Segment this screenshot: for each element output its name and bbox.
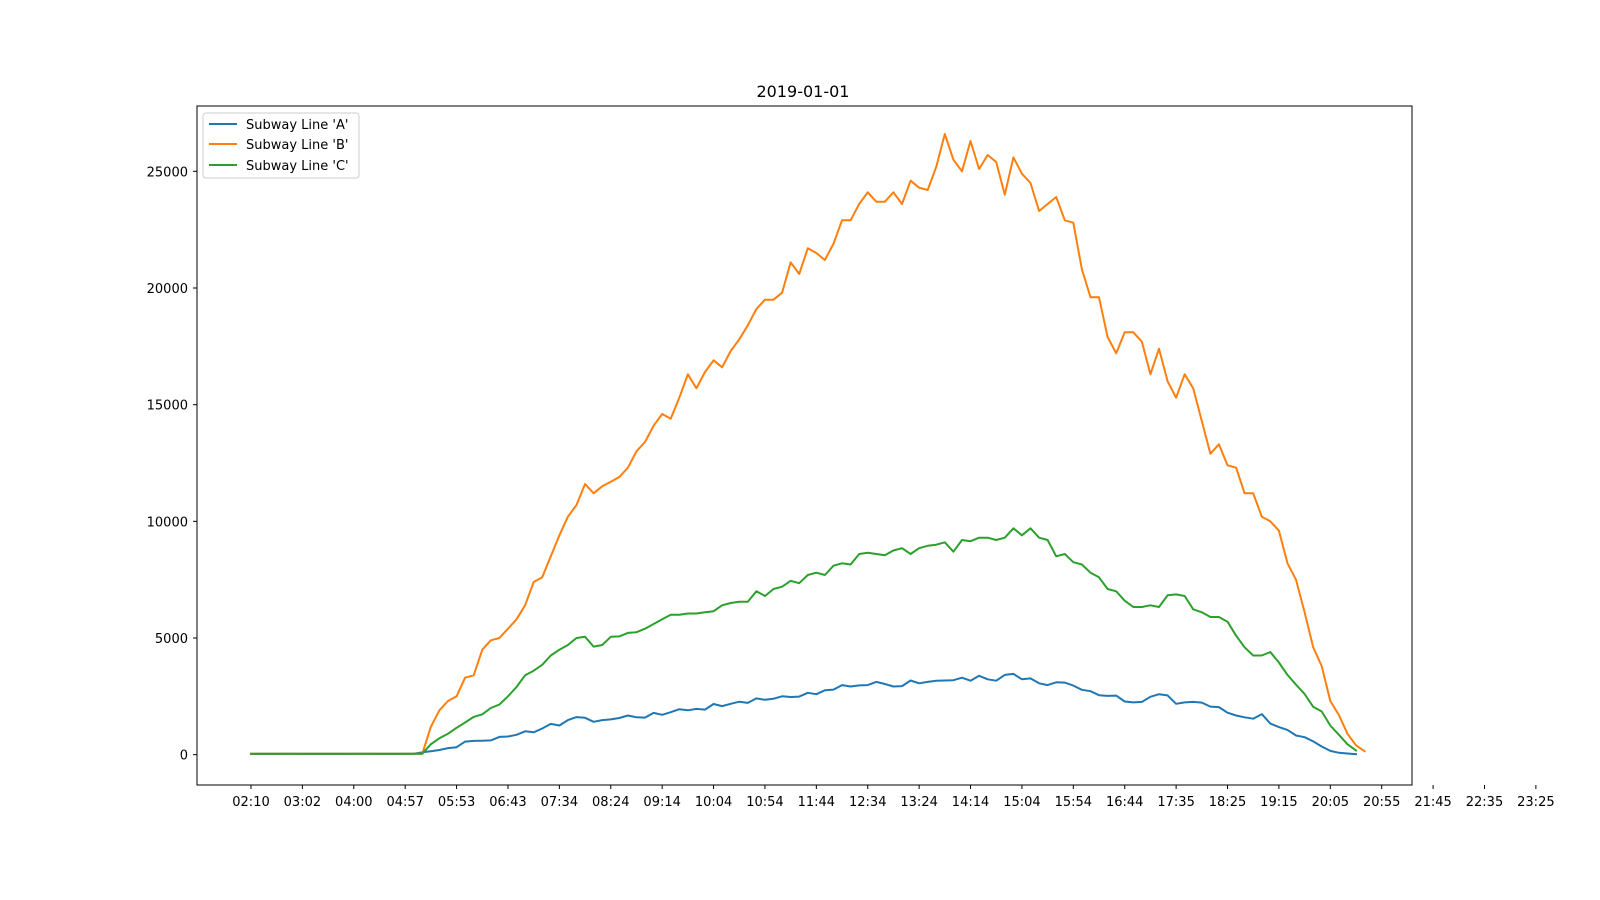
x-tick-label: 15:54 [1055, 795, 1092, 810]
x-tick-label: 10:04 [695, 795, 732, 810]
x-tick-label: 08:24 [592, 795, 629, 810]
x-tick-label: 04:00 [335, 795, 372, 810]
x-tick-label: 19:15 [1260, 795, 1297, 810]
x-tick-label: 05:53 [438, 795, 475, 810]
x-tick-label: 18:25 [1209, 795, 1246, 810]
x-tick-label: 03:02 [284, 795, 321, 810]
x-tick-label: 22:35 [1466, 795, 1503, 810]
x-tick-label: 15:04 [1003, 795, 1040, 810]
legend-label-line-a: Subway Line 'A' [246, 118, 348, 133]
legend-label-line-c: Subway Line 'C' [246, 159, 349, 174]
x-tick-label: 23:25 [1517, 795, 1554, 810]
plot-frame [196, 105, 1413, 786]
legend: Subway Line 'A' Subway Line 'B' Subway L… [202, 112, 360, 179]
x-tick-label: 14:14 [952, 795, 989, 810]
x-tick-label: 02:10 [232, 795, 269, 810]
legend-label-line-b: Subway Line 'B' [246, 138, 348, 153]
x-tick-label: 13:24 [900, 795, 937, 810]
chart-title: 2019-01-01 [757, 82, 850, 101]
x-tick-label: 04:57 [386, 795, 423, 810]
x-axis: 02:10 03:02 04:00 04:57 05:53 06:43 07:34 08:24… [232, 785, 1555, 810]
y-tick-label: 15000 [147, 399, 188, 414]
x-tick-label: 10:54 [746, 795, 783, 810]
series-line-c [250, 527, 1358, 755]
y-axis: 0 5000 10000 15000 20000 25000 [147, 165, 197, 764]
series-lines [250, 133, 1366, 756]
series-line-b [250, 133, 1366, 755]
y-tick-label: 5000 [155, 632, 188, 647]
x-tick-label: 20:05 [1312, 795, 1349, 810]
x-tick-label: 17:35 [1157, 795, 1194, 810]
x-tick-label: 09:14 [643, 795, 680, 810]
x-tick-label: 11:44 [798, 795, 835, 810]
x-tick-label: 16:44 [1106, 795, 1143, 810]
x-tick-label: 21:45 [1414, 795, 1451, 810]
x-tick-label: 07:34 [541, 795, 578, 810]
x-tick-label: 12:34 [849, 795, 886, 810]
y-tick-label: 25000 [147, 165, 188, 180]
x-tick-label: 06:43 [489, 795, 526, 810]
x-tick-label: 20:55 [1363, 795, 1400, 810]
y-tick-label: 20000 [147, 282, 188, 297]
series-line-a [250, 672, 1358, 756]
legend-box [202, 112, 360, 179]
y-tick-label: 10000 [147, 515, 188, 530]
y-tick-label: 0 [180, 749, 188, 764]
